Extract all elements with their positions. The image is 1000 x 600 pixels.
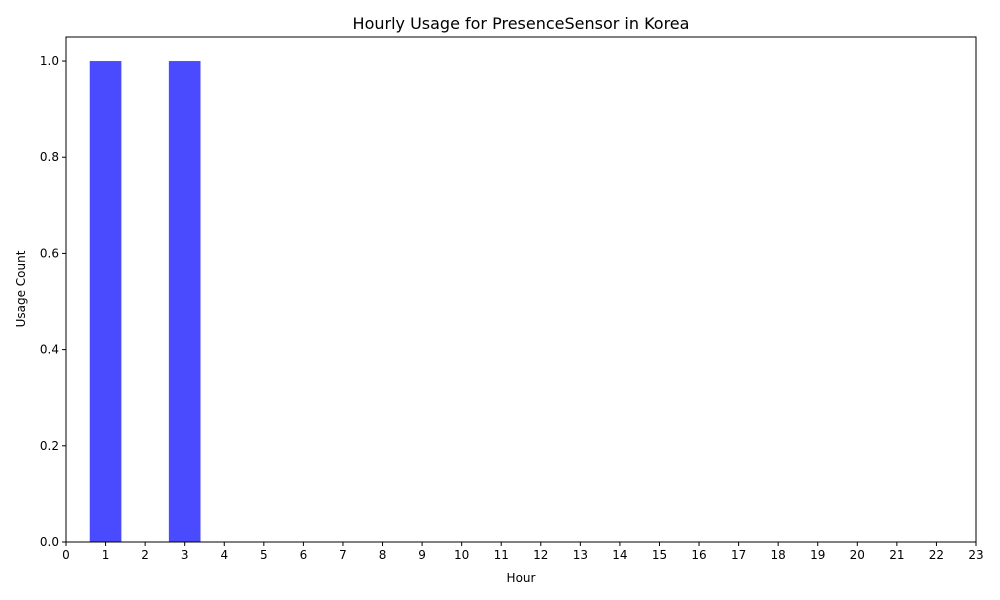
y-tick-label: 0.8 — [40, 150, 59, 164]
y-axis-ticks: 0.0 0.2 0.4 0.6 0.8 1.0 — [40, 54, 66, 549]
x-tick-label: 20 — [850, 548, 865, 562]
y-tick-label: 1.0 — [40, 54, 59, 68]
bar-hour-1 — [89, 61, 122, 543]
x-tick-label: 18 — [771, 548, 786, 562]
y-axis-label: Usage Count — [14, 250, 28, 327]
y-tick-label: 0.4 — [40, 343, 59, 357]
bars-group — [89, 61, 201, 543]
x-tick-label: 13 — [573, 548, 588, 562]
y-tick-label: 0.0 — [40, 535, 59, 549]
x-tick-label: 6 — [300, 548, 308, 562]
x-tick-label: 8 — [379, 548, 387, 562]
x-tick-label: 2 — [141, 548, 149, 562]
plot-area-frame — [65, 36, 977, 543]
x-axis-ticks: 0 1 2 3 4 5 6 7 8 9 10 11 12 13 14 15 16 17 18 19 20 21 22 23 — [62, 542, 984, 562]
y-tick-label: 0.2 — [40, 439, 59, 453]
x-tick-label: 19 — [810, 548, 825, 562]
x-tick-label: 21 — [889, 548, 904, 562]
x-tick-label: 4 — [220, 548, 228, 562]
x-tick-label: 11 — [494, 548, 509, 562]
x-tick-label: 1 — [102, 548, 110, 562]
x-tick-label: 23 — [968, 548, 983, 562]
x-tick-label: 16 — [691, 548, 706, 562]
x-tick-label: 0 — [62, 548, 70, 562]
y-tick-label: 0.6 — [40, 246, 59, 260]
x-tick-label: 15 — [652, 548, 667, 562]
x-tick-label: 14 — [612, 548, 627, 562]
x-tick-label: 9 — [418, 548, 426, 562]
x-tick-label: 10 — [454, 548, 469, 562]
x-tick-label: 3 — [181, 548, 189, 562]
bar-hour-3 — [168, 61, 201, 543]
chart-title: Hourly Usage for PresenceSensor in Korea — [353, 14, 690, 33]
x-tick-label: 22 — [929, 548, 944, 562]
x-tick-label: 7 — [339, 548, 347, 562]
x-tick-label: 5 — [260, 548, 268, 562]
x-tick-label: 12 — [533, 548, 548, 562]
x-axis-label: Hour — [507, 571, 536, 585]
x-tick-label: 17 — [731, 548, 746, 562]
